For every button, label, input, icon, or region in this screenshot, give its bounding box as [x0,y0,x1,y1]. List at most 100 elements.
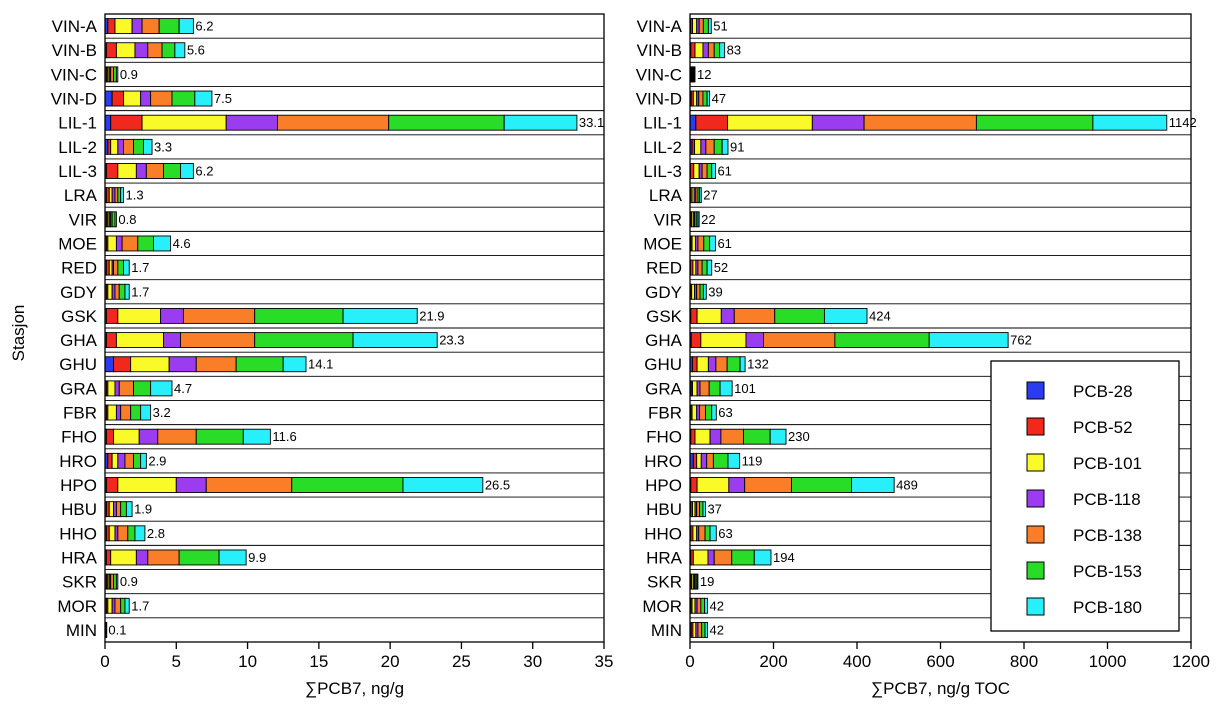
left-category-label: GDY [60,283,97,302]
right-total-label: 762 [1010,333,1032,348]
right-category-label: FBR [648,404,682,423]
right-bar-segment [702,501,706,518]
left-category-label: HRA [61,548,98,567]
right-bar-segment [700,452,708,469]
right-bar-segment [706,163,713,179]
right-bar-segment [694,428,711,445]
left-x-tick-label: 5 [172,652,181,671]
right-x-tick-label: 200 [759,652,787,671]
left-total-label: 23.3 [439,333,464,348]
left-bar-segment [157,428,197,445]
right-bar-segment [713,138,723,155]
left-bar-segment [117,452,126,469]
left-bar-segment [120,404,132,421]
left-total-label: 2.9 [148,453,166,468]
right-bar-segment [928,332,1009,349]
right-x-tick-label: 1200 [1172,652,1210,671]
left-bar-segment [113,428,140,445]
right-bar-segment [706,90,711,107]
right-total-label: 194 [773,550,795,565]
left-bar-segment [115,404,122,421]
left-category-label: FBR [63,404,97,423]
left-bar-segment [111,452,119,469]
right-bar-segment [696,307,722,324]
right-bar-segment [700,138,707,155]
left-bar-segment [402,477,484,493]
right-total-label: 12 [697,67,711,82]
left-bar-segment [117,477,177,493]
left-bar-segment [277,114,390,131]
right-bar-segment [702,42,709,59]
right-bar-segment [851,477,895,493]
left-category-label: HPO [60,476,97,495]
left-category-label: HBU [61,500,97,519]
right-bar-segment [703,235,711,252]
right-category-label: VIN-A [637,17,683,36]
right-bar-segment [701,163,708,179]
right-category-label: HHO [644,524,682,543]
left-bar-segment [121,235,139,252]
right-category-label: GHU [644,355,682,374]
right-bar-segment [705,138,715,155]
left-total-label: 1.7 [131,598,149,613]
left-bar-segment [225,114,278,131]
right-total-label: 27 [703,188,717,203]
legend-label: PCB-28 [1073,382,1133,401]
left-category-label: HRO [59,452,97,471]
left-category-label: MOR [57,597,97,616]
right-bar-segment [690,332,702,349]
left-category-label: GRA [60,379,98,398]
legend-label: PCB-101 [1073,454,1142,473]
right-bar-segment [701,259,708,276]
left-category-label: VIN-B [52,41,97,60]
right-bar-segment [707,18,712,35]
right-bar-segment [696,477,730,493]
left-bar-segment [104,90,113,107]
left-bar-segment [127,525,136,542]
right-bar-segment [863,114,977,131]
left-bar-segment [111,90,124,107]
left-bar-segment [117,259,124,276]
left-bar-segment [147,549,180,566]
left-category-label: LIL-1 [58,114,97,133]
right-bar-segment [692,18,698,35]
left-bar-segment [174,42,186,59]
right-bar-segment [811,114,865,131]
right-category-label: VIN-C [636,65,682,84]
right-bar-segment [694,138,702,155]
left-bar-segment [114,380,120,397]
right-bar-segment [720,428,744,445]
right-bar-segment [707,42,715,59]
left-bar-segment [108,525,116,542]
right-bar-segment [699,404,706,421]
left-bar-segment [114,211,117,228]
right-bar-segment [707,549,715,566]
right-bar-segment [744,477,792,493]
right-category-label: VIR [654,210,682,229]
right-bar-segment [696,452,702,469]
right-total-label: 19 [700,574,714,589]
left-bar-segment [147,42,163,59]
right-bar-segment [742,428,771,445]
left-x-axis-label: ∑PCB7, ng/g [305,679,404,698]
right-bar-segment [706,452,714,469]
left-bar-segment [124,452,134,469]
right-total-label: 51 [713,19,727,34]
right-x-axis-label: ∑PCB7, ng/g TOC [871,679,1010,698]
left-bar-segment [115,332,164,349]
right-category-label: LIL-3 [643,162,682,181]
right-bar-segment [975,114,1094,131]
right-bar-segment [719,42,726,59]
legend-label: PCB-138 [1073,526,1142,545]
left-bar-segment [124,283,130,300]
right-bar-segment [697,259,703,276]
left-bar-segment [143,138,153,155]
left-bar-segment [105,477,119,493]
left-x-tick-label: 25 [452,652,471,671]
left-total-label: 1.9 [134,502,152,517]
left-bar-segment [117,307,162,324]
right-bar-segment [690,307,698,324]
left-bar-segment [110,138,119,155]
left-total-label: 3.2 [153,405,171,420]
